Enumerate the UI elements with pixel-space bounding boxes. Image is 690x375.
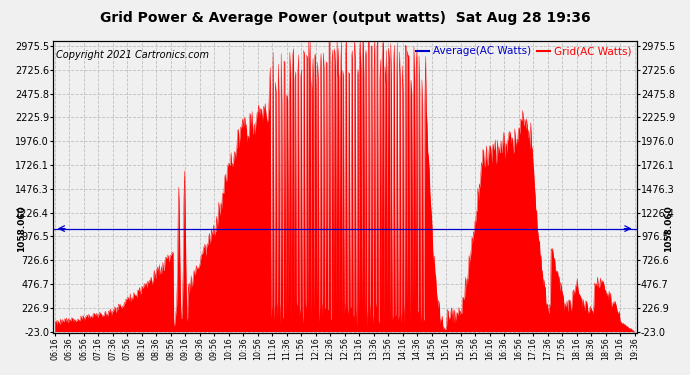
Text: 1058.060: 1058.060 — [664, 205, 673, 252]
Text: Copyright 2021 Cartronics.com: Copyright 2021 Cartronics.com — [56, 50, 209, 60]
Text: Grid Power & Average Power (output watts)  Sat Aug 28 19:36: Grid Power & Average Power (output watts… — [99, 11, 591, 25]
Legend: Average(AC Watts), Grid(AC Watts): Average(AC Watts), Grid(AC Watts) — [412, 42, 635, 61]
Text: 1058.060: 1058.060 — [17, 205, 26, 252]
